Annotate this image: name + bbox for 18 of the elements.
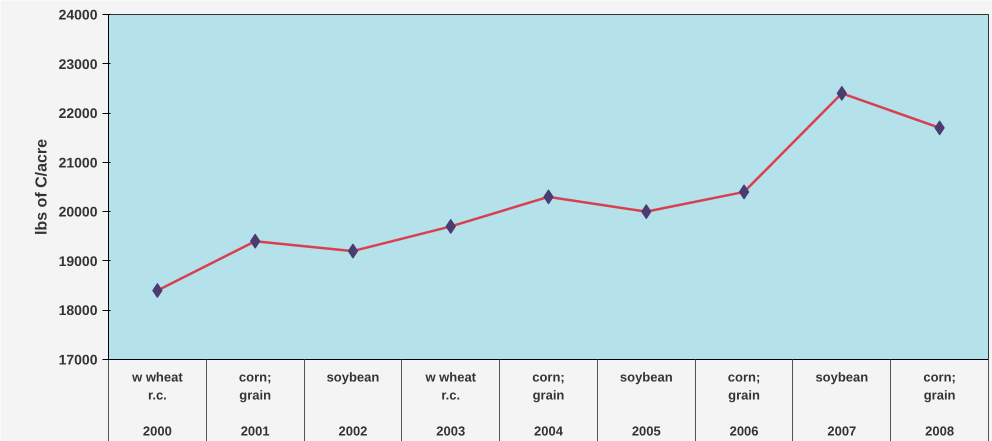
category-label: corn; grain 2006 <box>728 370 760 438</box>
y-axis-title: lbs of C/acre <box>34 138 51 236</box>
category-label: corn; grain 2001 <box>238 370 272 438</box>
category-label: corn; grain 2008 <box>923 370 956 438</box>
category-label: corn; grain 2004 <box>532 370 565 438</box>
y-tick-label: 20000 <box>58 204 98 220</box>
category-label: soybean 2005 <box>620 370 673 438</box>
y-tick-label: 24000 <box>58 6 98 22</box>
category-label: soybean 2007 <box>815 370 868 438</box>
y-tick-label: 21000 <box>58 154 98 170</box>
y-tick-label: 18000 <box>58 302 98 318</box>
y-tick-label: 17000 <box>58 352 98 368</box>
y-tick-label: 22000 <box>58 105 98 122</box>
category-label: w wheat r.c. 2003 <box>425 370 476 438</box>
category-label: soybean 2002 <box>326 370 380 438</box>
y-tick-label: 19000 <box>58 252 98 269</box>
category-label: w wheat r.c. 2000 <box>132 370 183 438</box>
y-tick-label: 23000 <box>58 56 98 72</box>
